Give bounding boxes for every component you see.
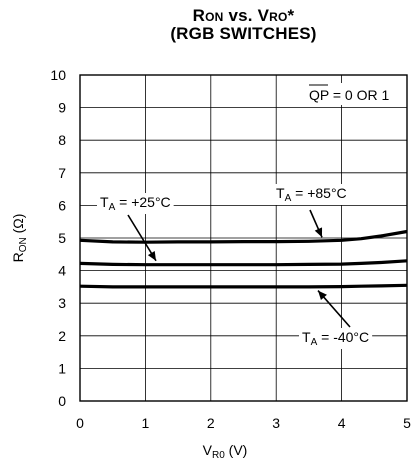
y-tick-label: 6 bbox=[58, 197, 66, 213]
y-tick-label: 0 bbox=[58, 393, 66, 409]
series-line-3 bbox=[79, 283, 408, 289]
y-tick-label: 1 bbox=[58, 360, 66, 376]
y-tick-label: 4 bbox=[58, 263, 66, 279]
series-line-1 bbox=[79, 229, 408, 244]
y-tick-label: 9 bbox=[58, 100, 66, 116]
qp-annotation-bg bbox=[306, 83, 393, 105]
x-tick-label: 3 bbox=[272, 415, 280, 431]
x-tick-label: 5 bbox=[403, 415, 411, 431]
x-tick-label: 0 bbox=[76, 415, 84, 431]
y-axis-label: RON (Ω) bbox=[10, 214, 29, 263]
qp-annotation: QP = 0 OR 1 bbox=[309, 87, 389, 103]
y-tick-label: 2 bbox=[58, 328, 66, 344]
series-label-3-bg bbox=[299, 328, 373, 349]
x-tick-label: 1 bbox=[142, 415, 150, 431]
x-axis-ticks: 0 1 2 3 4 5 bbox=[76, 415, 411, 431]
series-arrowhead-3 bbox=[318, 290, 327, 300]
annotations: TA = +85°C TA = +25°C TA = -40°C bbox=[97, 184, 373, 349]
data-series bbox=[79, 229, 408, 289]
y-tick-label: 3 bbox=[58, 295, 66, 311]
series-arrowhead-2 bbox=[147, 250, 156, 261]
x-tick-label: 2 bbox=[207, 415, 215, 431]
y-tick-label: 8 bbox=[58, 132, 66, 148]
series-label-3: TA = -40°C bbox=[302, 329, 369, 348]
y-tick-label: 7 bbox=[58, 165, 66, 181]
y-tick-label: 10 bbox=[50, 67, 66, 83]
y-axis-ticks: 0 1 2 3 4 5 6 7 8 9 10 bbox=[50, 67, 66, 409]
chart-title: RON vs. VRO* bbox=[192, 6, 295, 25]
series-label-2: TA = +25°C bbox=[100, 194, 171, 213]
series-arrowhead-1 bbox=[314, 227, 323, 238]
plot-frame bbox=[79, 74, 408, 402]
x-axis-label: VR0 (V) bbox=[203, 442, 248, 461]
series-label-2-bg bbox=[97, 193, 174, 214]
series-line-2 bbox=[79, 259, 408, 267]
chart-subtitle: (RGB SWITCHES) bbox=[170, 24, 317, 43]
series-label-1-bg bbox=[273, 184, 350, 205]
y-tick-label: 5 bbox=[58, 230, 66, 246]
x-tick-label: 4 bbox=[338, 415, 346, 431]
series-label-1: TA = +85°C bbox=[276, 185, 347, 204]
